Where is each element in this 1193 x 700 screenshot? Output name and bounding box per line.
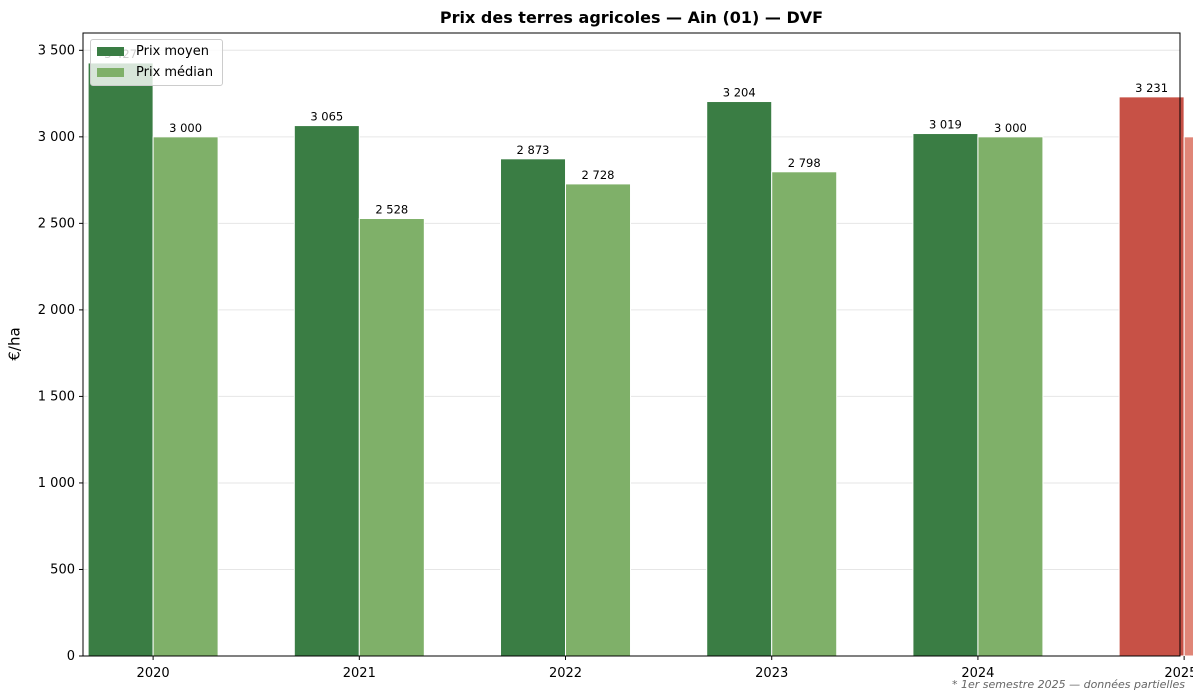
bar-median bbox=[977, 136, 1044, 657]
y-tick-label: 500 bbox=[50, 562, 75, 577]
legend-item-mean: Prix moyen bbox=[97, 44, 209, 59]
legend-label-median: Prix médian bbox=[136, 65, 214, 80]
bar-mean bbox=[500, 158, 567, 657]
legend-swatch-mean bbox=[97, 47, 124, 56]
data-label: 3 019 bbox=[929, 118, 962, 132]
y-axis-label: €/ha bbox=[5, 327, 24, 361]
data-label: 2 728 bbox=[582, 168, 615, 182]
data-label: 3 065 bbox=[310, 110, 343, 124]
legend-item-median: Prix médian bbox=[97, 65, 213, 80]
data-label: 3 204 bbox=[723, 86, 756, 100]
x-tick-label: 2021 bbox=[343, 666, 376, 681]
legend-label-mean: Prix moyen bbox=[136, 44, 209, 59]
x-tick-label: 2020 bbox=[137, 666, 170, 681]
bar-median bbox=[1183, 136, 1193, 657]
bar-mean bbox=[706, 101, 773, 657]
chart-title: Prix des terres agricoles — Ain (01) — D… bbox=[439, 8, 824, 27]
data-label: 3 000 bbox=[994, 121, 1027, 135]
x-tick-label: 2023 bbox=[755, 666, 788, 681]
y-tick-label: 2 000 bbox=[38, 303, 75, 318]
data-label: 3 231 bbox=[1135, 81, 1168, 95]
y-tick-label: 2 500 bbox=[38, 216, 75, 231]
x-tick-label: 2024 bbox=[961, 666, 994, 681]
footnote: * 1er semestre 2025 — données partielles bbox=[952, 678, 1185, 691]
y-tick-label: 0 bbox=[67, 649, 75, 664]
bar-mean bbox=[912, 133, 979, 657]
y-tick-label: 3 500 bbox=[38, 43, 75, 58]
legend: Prix moyen Prix médian bbox=[90, 39, 223, 86]
bar-median bbox=[565, 183, 632, 657]
bar-median bbox=[771, 171, 838, 657]
data-label: 2 873 bbox=[517, 143, 550, 157]
plot-frame bbox=[82, 32, 1181, 657]
bar-mean bbox=[293, 125, 360, 657]
data-label: 2 798 bbox=[788, 156, 821, 170]
x-tick-label: 2025* bbox=[1164, 666, 1193, 681]
y-tick-label: 3 000 bbox=[38, 130, 75, 145]
bar-median bbox=[152, 136, 219, 657]
data-label: 2 528 bbox=[375, 203, 408, 217]
y-tick-label: 1 500 bbox=[38, 389, 75, 404]
x-tick-label: 2022 bbox=[549, 666, 582, 681]
data-label: 3 000 bbox=[169, 121, 202, 135]
legend-swatch-median bbox=[97, 68, 124, 77]
y-tick-label: 1 000 bbox=[38, 476, 75, 491]
bar-mean bbox=[1118, 96, 1185, 657]
bar-median bbox=[358, 218, 425, 657]
bar-mean bbox=[87, 62, 154, 657]
